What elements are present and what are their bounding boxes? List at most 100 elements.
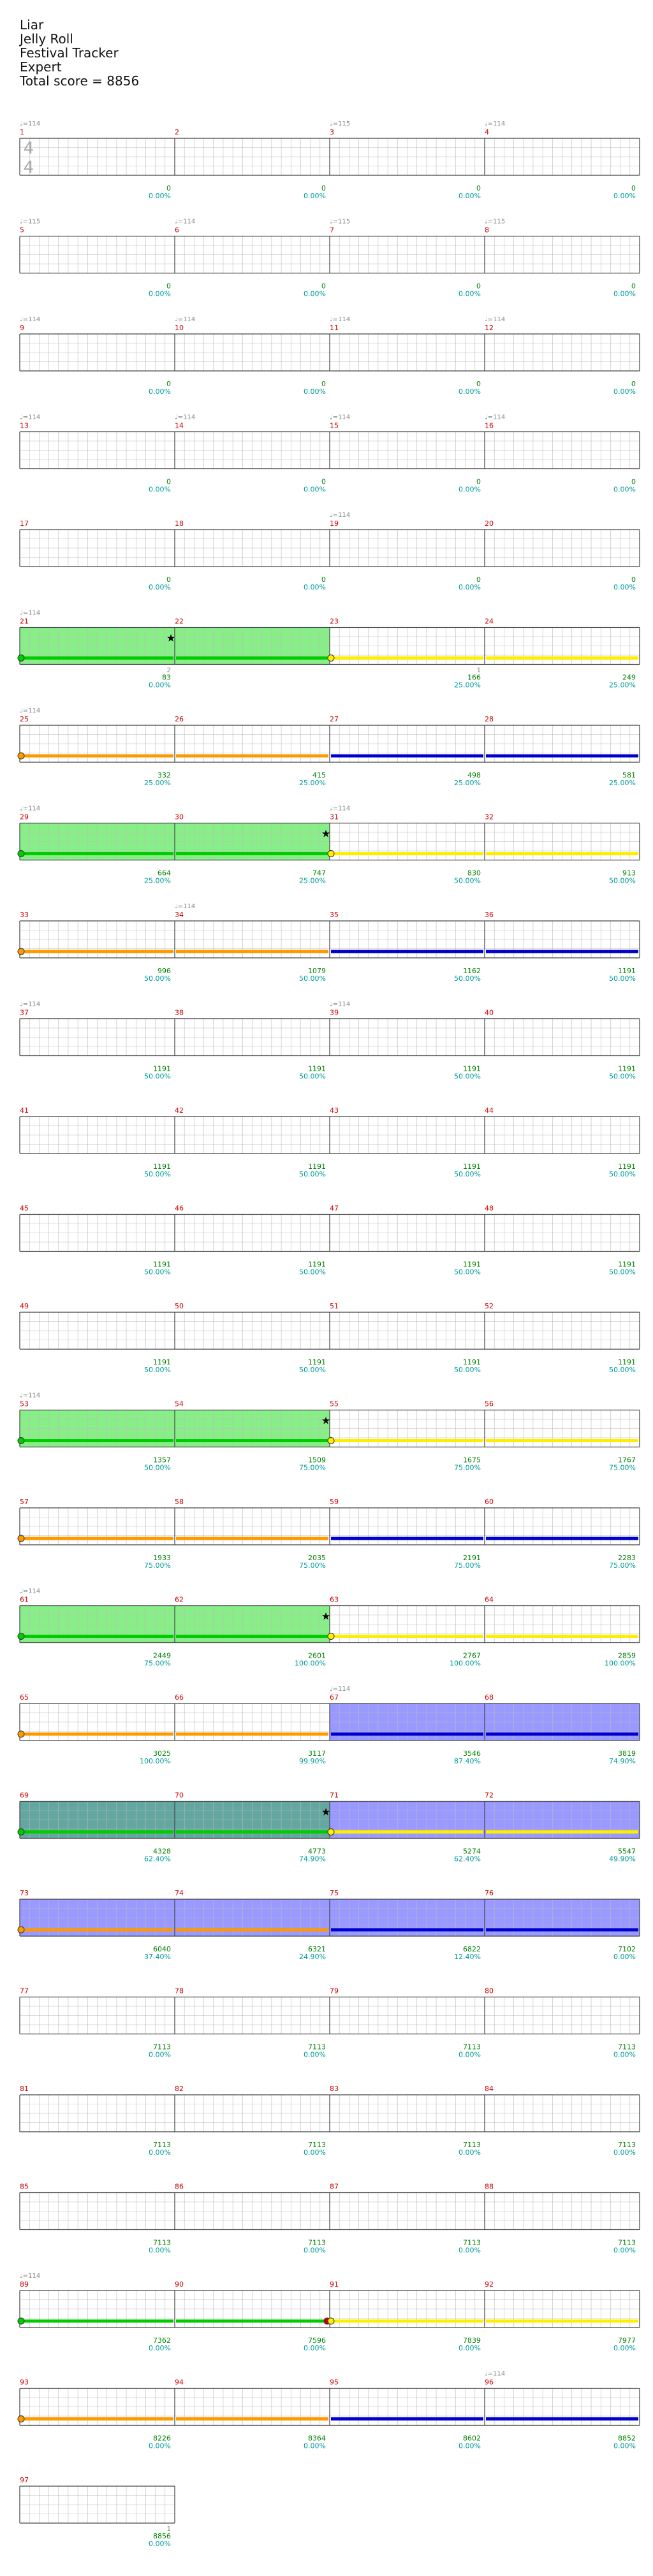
bpm-marker: ♩=114 xyxy=(20,120,40,127)
measure-percent: 99.90% xyxy=(299,1757,326,1765)
measure-score: 8852 xyxy=(618,2435,636,2443)
measure-percent: 0.00% xyxy=(149,486,171,494)
measure-score: 2767 xyxy=(463,1652,481,1660)
measure-number: 93 xyxy=(20,2378,29,2387)
measure-percent: 50.00% xyxy=(609,877,636,885)
measure-number: 86 xyxy=(175,2183,184,2191)
measure-number: 9 xyxy=(20,324,24,332)
measure-percent: 12.40% xyxy=(454,1953,481,1961)
measure-percent: 0.00% xyxy=(459,2344,481,2352)
measure-score: 415 xyxy=(312,771,326,779)
measure-percent: 50.00% xyxy=(144,1464,171,1472)
measure-number: 26 xyxy=(175,715,184,723)
measure-number: 57 xyxy=(20,1498,29,1506)
note-marker xyxy=(327,1633,335,1640)
measure-number: 18 xyxy=(175,519,184,528)
measure-percent: 100.00% xyxy=(140,1757,171,1765)
measure-percent: 50.00% xyxy=(454,1366,481,1374)
bpm-marker: ♩=114 xyxy=(20,316,40,323)
measure-number: 95 xyxy=(330,2378,339,2387)
measure-score: 1509 xyxy=(308,1456,326,1465)
measure-percent: 50.00% xyxy=(609,1170,636,1178)
measure-number: 63 xyxy=(330,1596,339,1604)
measure-number: 80 xyxy=(485,1987,494,1995)
measure-number: 4 xyxy=(485,128,489,136)
measure-percent: 50.00% xyxy=(454,974,481,983)
measure-percent: 0.00% xyxy=(459,2247,481,2255)
measure-percent: 0.00% xyxy=(304,192,326,200)
measure-score: 0 xyxy=(321,282,326,291)
measure-score: 1191 xyxy=(153,1358,171,1366)
measure-number: 54 xyxy=(175,1400,184,1408)
note-marker xyxy=(327,850,335,857)
bpm-marker: ♩=114 xyxy=(485,2371,505,2378)
measure-number: 97 xyxy=(20,2476,29,2484)
measure-score: 498 xyxy=(467,771,481,779)
measure-percent: 74.90% xyxy=(609,1757,636,1765)
measure-score: 0 xyxy=(631,575,636,584)
measure-number: 13 xyxy=(20,422,29,430)
measure-number: 55 xyxy=(330,1400,339,1408)
measure-percent: 0.00% xyxy=(149,290,171,298)
measure-number: 37 xyxy=(20,1009,29,1017)
measure-score: 1191 xyxy=(463,1065,481,1073)
measure-percent: 0.00% xyxy=(459,2051,481,2059)
measure-number: 25 xyxy=(20,715,29,723)
measure-percent: 0.00% xyxy=(149,387,171,396)
measure-percent: 0.00% xyxy=(613,2247,636,2255)
measure-percent: 0.00% xyxy=(304,290,326,298)
measure-score: 7113 xyxy=(308,2141,326,2149)
measure-score: 1357 xyxy=(153,1456,171,1465)
measure-percent: 75.00% xyxy=(144,1660,171,1668)
measure-score: 2449 xyxy=(153,1652,171,1660)
measure-percent: 0.00% xyxy=(613,192,636,200)
measure-percent: 49.90% xyxy=(609,1855,636,1863)
bpm-marker: ♩=114 xyxy=(20,1001,40,1008)
bpm-marker: ♩=114 xyxy=(20,1588,40,1595)
note-marker xyxy=(17,655,25,662)
measure-number: 70 xyxy=(175,1791,184,1800)
measure-score: 747 xyxy=(312,869,326,878)
measure-score: 0 xyxy=(631,184,636,192)
bpm-marker: ♩=114 xyxy=(485,414,505,421)
measure-percent: 50.00% xyxy=(299,1170,326,1178)
measure-number: 8 xyxy=(485,226,489,235)
measure-number: 17 xyxy=(20,519,29,528)
measure-number: 84 xyxy=(485,2085,494,2093)
measure-number: 81 xyxy=(20,2085,29,2093)
measure-score: 8856 xyxy=(153,2532,171,2540)
measure-number: 32 xyxy=(485,813,494,821)
measure-score: 0 xyxy=(321,184,326,192)
measure-score: 0 xyxy=(321,478,326,486)
overdrive-star: ★ xyxy=(321,1610,330,1623)
measure-percent: 100.00% xyxy=(450,1660,481,1668)
measure-score: 7977 xyxy=(618,2336,636,2345)
measure-score: 0 xyxy=(631,380,636,388)
bpm-marker: ♩=114 xyxy=(175,219,195,226)
measure-number: 43 xyxy=(330,1106,339,1115)
measure-percent: 24.90% xyxy=(299,1953,326,1961)
measure-number: 11 xyxy=(330,324,339,332)
measure-score: 8364 xyxy=(308,2435,326,2443)
measure-percent: 25.00% xyxy=(454,779,481,787)
bpm-marker: ♩=114 xyxy=(20,1393,40,1400)
measure-score: 913 xyxy=(622,869,636,878)
measure-score: 0 xyxy=(166,575,171,584)
measure-score: 1191 xyxy=(153,1261,171,1269)
measure-percent: 50.00% xyxy=(454,1073,481,1081)
measure-score: 0 xyxy=(476,282,481,291)
measure-percent: 75.00% xyxy=(299,1464,326,1472)
measure-number: 92 xyxy=(485,2280,494,2289)
measure-percent: 0.00% xyxy=(304,2051,326,2059)
measure-score: 1191 xyxy=(618,1065,636,1073)
measure-number: 5 xyxy=(20,226,24,235)
artist-name: Jelly Roll xyxy=(20,31,73,47)
measure-number: 35 xyxy=(330,911,339,919)
measure-score: 0 xyxy=(166,282,171,291)
measure-percent: 0.00% xyxy=(613,387,636,396)
measure-number: 39 xyxy=(330,1009,339,1017)
measure-score: 4773 xyxy=(308,1848,326,1856)
measure-percent: 0.00% xyxy=(304,2344,326,2352)
measure-percent: 0.00% xyxy=(149,2344,171,2352)
source-label: Festival Tracker xyxy=(20,45,119,61)
